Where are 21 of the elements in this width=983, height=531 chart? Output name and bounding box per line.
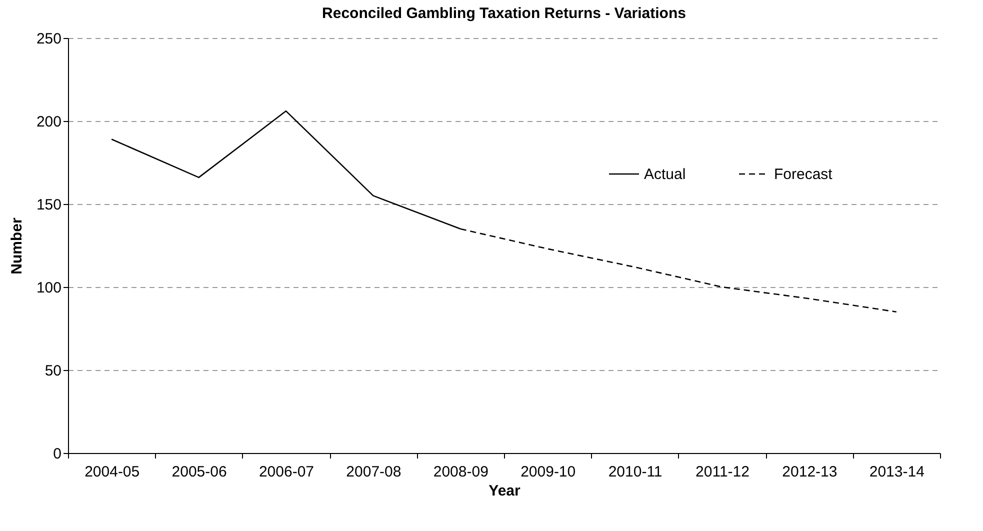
y-axis-title: Number bbox=[8, 218, 26, 274]
x-tick-label: 2008-09 bbox=[433, 464, 488, 480]
y-tick-label: 50 bbox=[44, 362, 62, 380]
y-tick-label: 250 bbox=[36, 30, 62, 48]
x-tick-label: 2006-07 bbox=[258, 464, 314, 480]
x-tick-label: 2004-05 bbox=[84, 464, 140, 480]
legend-label: Forecast bbox=[774, 166, 834, 183]
y-tick-label: 150 bbox=[36, 196, 62, 214]
y-tick-label: 0 bbox=[53, 446, 62, 462]
y-tick-label: 100 bbox=[36, 280, 62, 296]
legend-label: Actual bbox=[644, 166, 686, 183]
x-tick-label: 2013-14 bbox=[869, 464, 924, 480]
x-tick-label: 2009-10 bbox=[520, 464, 576, 480]
x-tick-label: 2010-11 bbox=[608, 464, 662, 480]
x-tick-label: 2005-06 bbox=[172, 464, 227, 480]
y-tick-label: 200 bbox=[36, 114, 62, 130]
x-tick-label: 2007-08 bbox=[346, 464, 402, 480]
chart-title: Reconciled Gambling Taxation Returns - Variations bbox=[322, 5, 686, 22]
x-tick-label: 2012-13 bbox=[782, 464, 838, 480]
x-tick-label: 2011-12 bbox=[696, 464, 750, 480]
x-axis-title: Year bbox=[488, 482, 521, 500]
